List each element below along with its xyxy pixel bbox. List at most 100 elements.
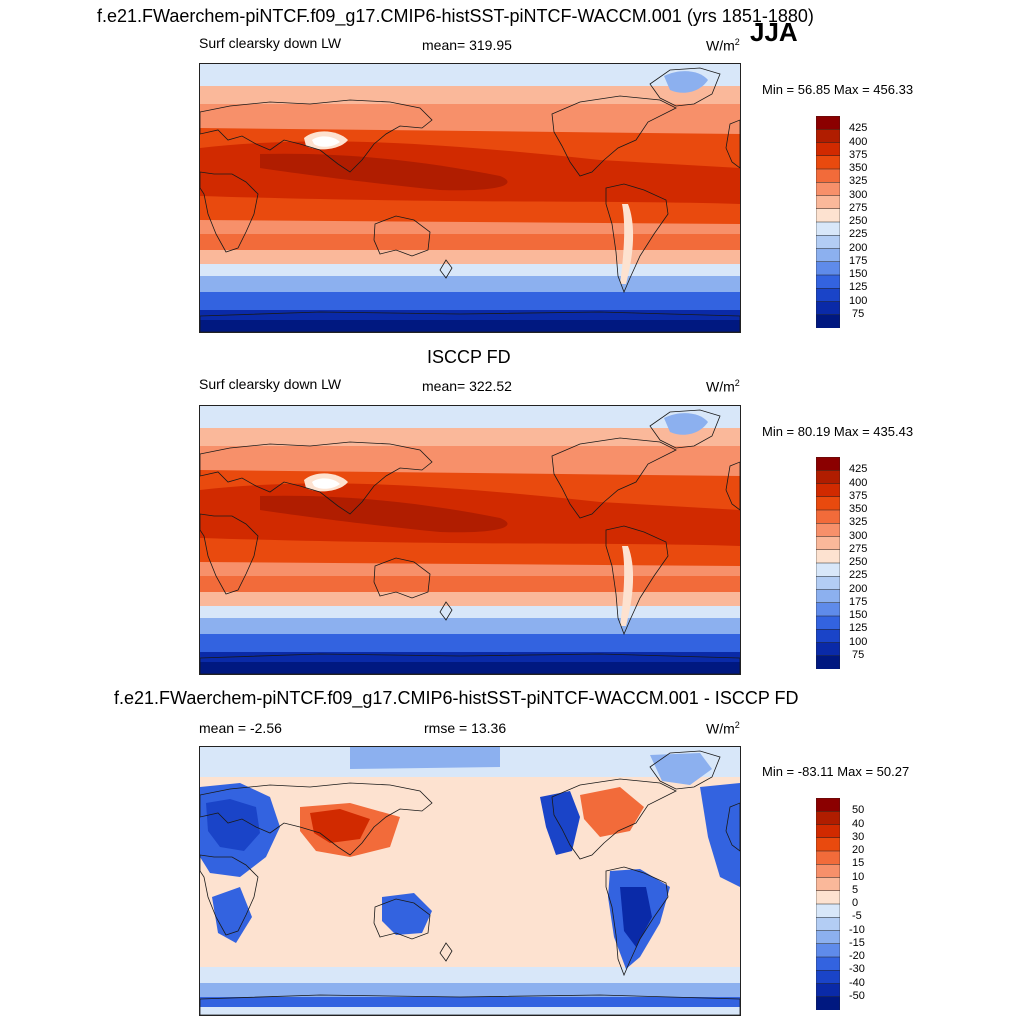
coastline	[649, 67, 721, 107]
colorbar-tick-label: 50	[852, 804, 865, 817]
coastline	[200, 171, 259, 253]
colorbar-tick-label: 125	[849, 281, 868, 294]
colorbar-tick-label: 15	[852, 857, 865, 870]
field-contour-fill	[200, 84, 740, 104]
colorbar-swatch	[816, 496, 840, 511]
colorbar-tick-label: 225	[849, 228, 868, 241]
colorbar-tick-label: 275	[849, 201, 868, 214]
colorbar-tick-label: 75	[852, 307, 865, 320]
coastline	[439, 942, 453, 962]
field-contour-fill	[312, 136, 340, 147]
panel2-mean-label: mean= 322.52	[422, 378, 512, 394]
coastline	[551, 437, 677, 519]
colorbar-tick-label: 5	[852, 883, 859, 896]
colorbar-swatch	[816, 314, 840, 328]
field-contour-fill	[200, 250, 740, 264]
colorbar-tick-label: 350	[849, 503, 868, 515]
colorbar-swatch	[816, 116, 840, 130]
field-contour-fill	[620, 546, 634, 626]
field-contour-fill	[200, 264, 740, 276]
colorbar-swatch	[816, 509, 840, 524]
field-contour-fill	[200, 426, 740, 446]
field-contour-fill	[206, 799, 260, 851]
colorbar-swatch	[816, 549, 840, 564]
coastline	[200, 782, 433, 856]
coastline	[551, 778, 677, 860]
colorbar-tick-label: 375	[849, 148, 868, 161]
colorbar-tick-label: 250	[849, 556, 868, 568]
coastline	[605, 525, 669, 636]
panel3-mean-label: mean = -2.56	[199, 720, 282, 736]
field-contour-fill	[200, 606, 740, 618]
colorbar-swatch	[816, 877, 840, 892]
colorbar-swatch	[816, 142, 840, 157]
colorbar-swatch	[816, 155, 840, 170]
coastline	[373, 215, 431, 257]
colorbar-tick-label: -5	[852, 910, 862, 923]
colorbar-swatch	[816, 850, 840, 865]
colorbar-swatch	[816, 996, 840, 1010]
colorbar-tick-label: -20	[849, 950, 865, 962]
colorbar-tick-label: 375	[849, 489, 868, 502]
colorbar-tick-label: 250	[849, 215, 868, 227]
panel1-colorbar	[816, 116, 840, 328]
coastline	[649, 409, 721, 449]
panel2-title: ISCCP FD	[427, 347, 511, 367]
coastline	[649, 750, 721, 790]
colorbar-tick-label: 175	[849, 254, 868, 267]
coastline	[373, 898, 431, 940]
field-contour-fill	[200, 662, 740, 674]
colorbar-swatch	[816, 811, 840, 826]
colorbar-swatch	[816, 261, 840, 276]
colorbar-swatch	[816, 248, 840, 263]
panel1-map	[199, 63, 741, 333]
colorbar-swatch	[816, 221, 840, 236]
panel3-minmax: Min = -83.11 Max = 50.27	[762, 764, 910, 779]
colorbar-tick-label: -50	[849, 989, 865, 1002]
colorbar-tick-label: -30	[849, 963, 865, 976]
coastline	[725, 802, 740, 852]
panel3-colorbar	[816, 798, 840, 1010]
colorbar-tick-label: 275	[849, 542, 868, 555]
colorbar-tick-label: 400	[849, 135, 868, 148]
colorbar-swatch	[816, 903, 840, 918]
colorbar-tick-label: 325	[849, 175, 868, 188]
field-contour-fill	[200, 618, 740, 634]
field-contour-fill	[580, 787, 644, 837]
panel2-map	[199, 405, 741, 675]
colorbar-tick-label: 40	[852, 817, 865, 830]
colorbar-tick-label: 425	[849, 463, 868, 476]
coastline	[439, 259, 453, 279]
field-contour-fill	[650, 753, 712, 785]
colorbar-tick-label: 10	[852, 870, 865, 883]
colorbar-tick-label: 325	[849, 516, 868, 529]
panel2-colorbar	[816, 457, 840, 669]
field-contour-fill	[200, 983, 740, 1001]
colorbar-swatch	[816, 642, 840, 657]
colorbar-swatch	[816, 483, 840, 498]
field-contour-fill	[310, 809, 370, 843]
coastline	[725, 119, 740, 169]
colorbar-tick-label: 150	[849, 609, 868, 621]
coastline	[551, 95, 677, 177]
colorbar-tick-label: 20	[852, 844, 865, 856]
coastline	[200, 653, 740, 674]
colorbar-swatch	[816, 208, 840, 223]
coastline	[605, 183, 669, 294]
colorbar-tick-label: 225	[849, 569, 868, 582]
colorbar-tick-label: -15	[849, 936, 865, 949]
colorbar-swatch	[816, 943, 840, 958]
coastline	[200, 854, 259, 936]
field-contour-fill	[200, 576, 740, 592]
field-contour-fill	[664, 71, 708, 93]
colorbar-tick-label: 350	[849, 162, 868, 174]
colorbar-swatch	[816, 917, 840, 932]
colorbar-swatch	[816, 235, 840, 250]
colorbar-swatch	[816, 602, 840, 617]
colorbar-swatch	[816, 470, 840, 485]
coastline	[725, 461, 740, 511]
field-contour-fill	[350, 747, 500, 769]
field-contour-fill	[200, 234, 740, 250]
colorbar-swatch	[816, 589, 840, 604]
field-contour-fill	[200, 320, 740, 332]
